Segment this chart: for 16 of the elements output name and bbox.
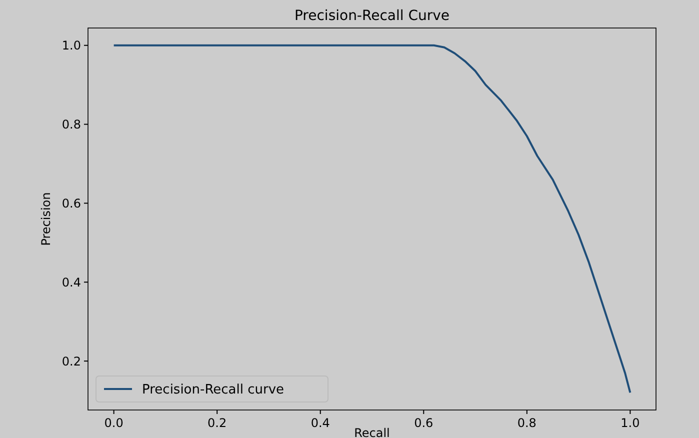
x-tick-label: 0.0 bbox=[104, 416, 124, 430]
x-tick-label: 0.6 bbox=[414, 416, 434, 430]
y-axis-title: Precision bbox=[39, 192, 53, 246]
x-tick-label: 1.0 bbox=[620, 416, 640, 430]
chart-title: Precision-Recall Curve bbox=[294, 8, 450, 24]
y-tick-label: 0.6 bbox=[62, 196, 81, 210]
y-tick-label: 1.0 bbox=[62, 38, 81, 53]
y-tick-label: 0.4 bbox=[62, 275, 81, 290]
x-tick-label: 0.8 bbox=[517, 416, 536, 430]
legend-label: Precision-Recall curve bbox=[142, 382, 284, 398]
y-tick-label: 0.8 bbox=[62, 117, 81, 132]
y-tick-label: 0.2 bbox=[62, 354, 81, 368]
line-series bbox=[112, 44, 632, 394]
x-tick-label: 0.2 bbox=[208, 416, 227, 430]
x-tick-label: 0.4 bbox=[310, 416, 330, 430]
x-axis-title: Recall bbox=[354, 426, 390, 438]
